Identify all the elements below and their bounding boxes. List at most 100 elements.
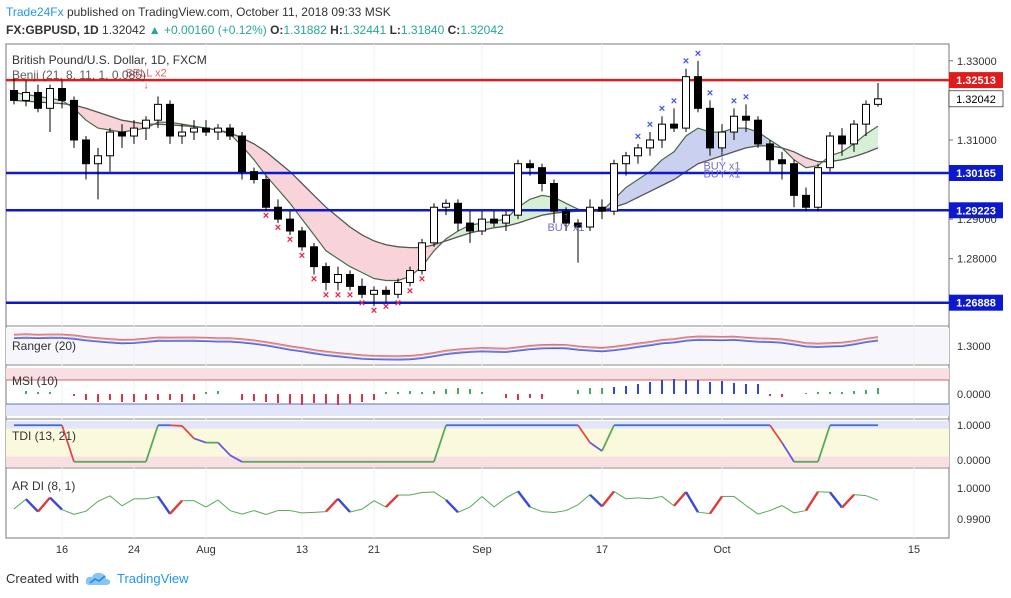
ardi-line-segment [493,497,507,508]
red-cross-marker: × [419,274,425,286]
candle-body [226,127,234,137]
indicator-panes [6,333,949,515]
close-value: 1.32042 [460,23,504,37]
signal-arrow-icon: ↑ [720,156,725,167]
blue-cross-marker: × [707,87,713,99]
candle-body [430,206,438,244]
ardi-line-segment [469,496,483,508]
candle-body [754,119,762,145]
red-cross-marker: × [287,234,293,246]
tradingview-cloud-icon [85,572,111,585]
ardi-line-segment [85,500,99,512]
ma-cloud-segment [842,143,854,160]
time-axis[interactable]: 16 24 Aug 13 21 Sep 17 Oct 15 [56,544,920,556]
ardi-line-segment [769,505,783,512]
candle-body [538,167,546,185]
ranger-tick-label: 1.3000 [957,341,991,353]
ardi-line-segment [13,498,27,510]
red-cross-marker: × [347,289,353,301]
candle-body [130,127,138,137]
ardi-line-segment [865,495,879,501]
time-tick-label: Oct [713,544,730,556]
candle-body [730,115,738,133]
ardi-line-segment [637,497,651,500]
candle-body [382,289,390,295]
ma-cloud-segment [374,240,386,281]
ardi-line-segment [829,491,843,509]
candle-body [238,135,246,173]
price-chart-svg[interactable]: ×××××× × ××× × ××××××××××× ×↓SELL x2↑BUY x1↑B… [0,0,1011,560]
candle-body [178,131,186,137]
candle-body [274,206,282,220]
candle-body [502,214,510,224]
candle-body [634,147,642,157]
tdi-line-segment [769,424,783,444]
ardi-line-segment [409,492,423,496]
candle-body [166,103,174,137]
ardi-line-segment [673,491,687,507]
ma-cloud-segment [794,151,806,168]
red-cross-marker: × [359,297,365,309]
publisher-name[interactable]: Trade24Fx [6,5,64,19]
level-price-label: 1.32513 [956,75,996,87]
tdi-line-segment [601,424,615,452]
ardi-line-segment [373,500,387,508]
close-label: C: [447,23,461,37]
pane-titles: British Pound/U.S. Dollar, 1D, FXCMBenji… [12,53,207,493]
ardi-line-segment [301,511,315,514]
price-change: +0.00160 (+0.12%) [164,23,267,37]
ranger-band-line [13,334,879,358]
candle-body [838,135,846,145]
tdi-middle-band [6,428,949,457]
signal-label: SELL x2 [125,68,166,80]
candle-body [850,123,858,145]
ardi-line-segment [553,510,567,513]
tdi-line-segment [817,424,831,463]
candles[interactable] [10,60,882,307]
ardi-line-segment [349,508,363,513]
candle-body [802,194,810,208]
candle-body [778,159,786,165]
ardi-line-segment [684,491,700,513]
candle-body [82,139,90,165]
ardi-line-segment [541,511,555,513]
ranger-title: Ranger (20) [12,339,76,353]
last-price-label: 1.32042 [956,94,996,106]
symbol-info: FX:GBPUSD, 1D 1.32042 ▲ +0.00160 (+0.12%… [6,23,504,37]
blue-cross-marker: × [671,95,677,107]
candle-body [334,274,342,283]
symbol-name[interactable]: FX:GBPUSD, 1D [6,23,99,37]
ma-cloud-segment [674,136,686,180]
ma-cloud-segment [650,159,662,192]
signal-arrow-icon: ↑ [720,150,725,161]
candle-body [670,123,678,129]
ardi-line-segment [565,504,579,512]
horizontal-levels[interactable] [6,78,949,304]
candle-body [742,115,750,121]
low-value: 1.31840 [400,23,445,37]
candle-body [154,103,162,121]
ma-cloud-segment [338,217,350,267]
signal-arrow-icon: ↑ [564,211,569,222]
price-axis[interactable]: 1.32513 1.30165 1.29223 1.26888 1.32042 1.330… [948,56,1004,526]
tradingview-brand[interactable]: TradingView [116,571,189,586]
blue-cross-marker: × [635,131,641,143]
red-cross-marker: × [395,297,401,309]
tdi-lower-band [6,456,949,467]
candle-body [346,274,354,287]
ma-cloud-segment [806,157,818,168]
ardi-line-segment [745,505,759,515]
ardi-line-segment [601,490,615,508]
candle-body [490,218,498,224]
ardi-line-segment [804,491,820,512]
level-price-tag [949,72,1003,89]
ma-cloud-segment [530,195,542,220]
price-tick-label: 1.29000 [957,214,997,226]
ardi-line-segment [505,490,519,499]
pane-dividers [6,325,949,469]
red-cross-marker: × [407,285,413,297]
tdi-line-segment [181,425,195,440]
open-value: 1.31882 [283,23,327,37]
time-tick-label: 24 [128,544,140,556]
ardi-line-segment [289,510,303,514]
